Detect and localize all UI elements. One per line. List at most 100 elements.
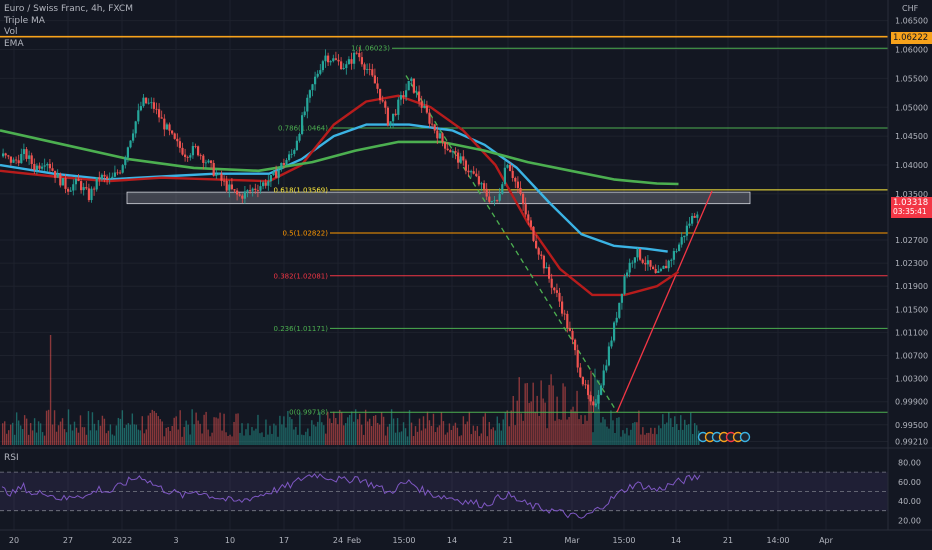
volume-bar [436, 427, 439, 445]
candle-body [186, 156, 189, 158]
volume-bar [33, 418, 36, 445]
volume-bar [434, 432, 437, 445]
volume-bar [362, 434, 365, 445]
candle-body [558, 292, 561, 302]
grid [0, 0, 888, 530]
volume-bar [560, 419, 562, 445]
volume-bar [452, 425, 455, 445]
candle-body [95, 177, 98, 190]
volume-bar [253, 430, 255, 445]
volume-bar [382, 416, 385, 445]
volume-bar [263, 436, 265, 445]
volume-bar [159, 419, 161, 445]
candle-body [680, 237, 683, 245]
volume-bar [578, 419, 580, 445]
candle-body [332, 58, 335, 62]
volume-bar [464, 424, 467, 445]
candle-body [251, 188, 254, 191]
candle-body [444, 142, 447, 149]
volume-bar [458, 436, 461, 445]
volume-bar [418, 418, 421, 445]
volume-bar [347, 417, 349, 445]
time-tick-6: 24 [333, 536, 343, 545]
volume-bar [341, 412, 343, 445]
price-tick-8: 1.02300 [895, 259, 928, 268]
volume-bar [49, 335, 52, 445]
candle-body [194, 146, 197, 147]
candle-body [137, 110, 140, 122]
candle-body [306, 97, 309, 112]
candle-body [100, 174, 103, 179]
chart-title[interactable]: Euro / Swiss Franc, 4h, FXCM [4, 4, 133, 14]
uptrend-line [616, 190, 713, 413]
volume-bar [233, 421, 235, 445]
candle-body [9, 156, 12, 163]
volume-bar [478, 436, 481, 445]
fib-label-2: 0.618(1.03569) [274, 186, 329, 194]
volume-bar [668, 412, 670, 445]
volume-bar [422, 416, 425, 445]
volume-bar [273, 423, 275, 445]
volume-bar [57, 425, 60, 445]
volume-bar [398, 432, 401, 445]
volume-bar [492, 427, 494, 445]
volume-bar [432, 413, 435, 445]
volume-bar [317, 421, 319, 445]
rsi-legend[interactable]: RSI [4, 453, 19, 463]
candle-body [69, 190, 72, 192]
candle-body [264, 182, 267, 186]
volume-bar [87, 411, 90, 445]
candle-body [267, 181, 270, 186]
candle-body [17, 160, 20, 164]
time-tick-2: 2022 [112, 536, 132, 545]
legend-ema[interactable]: EMA [4, 38, 24, 49]
volume-bar [239, 432, 241, 445]
volume-bar [79, 415, 82, 445]
candle-body [631, 262, 634, 264]
candle-body [54, 170, 57, 178]
volume-bar [223, 413, 225, 445]
volume-bar [209, 436, 211, 445]
candle-body [269, 175, 272, 182]
candle-body [584, 384, 587, 386]
candle-body [98, 177, 101, 179]
legend-vol[interactable]: Vol [4, 27, 18, 37]
volume-bar [295, 426, 297, 445]
candle-body [683, 235, 686, 238]
volume-bar [558, 419, 560, 445]
candle-body [376, 83, 379, 89]
trend-lines [405, 75, 713, 413]
fib-label-0: 1(1.06023) [351, 45, 390, 53]
candle-body [459, 156, 462, 163]
candle-body [116, 172, 119, 174]
volume-bar [191, 409, 193, 445]
volume-bar [490, 429, 492, 445]
ma-line-ma_mid [0, 94, 680, 297]
legend-triple-ma[interactable]: Triple MA [4, 15, 45, 26]
candle-body [207, 160, 210, 163]
candle-body [496, 200, 499, 201]
volume-bar [37, 421, 40, 445]
volume-bar [388, 423, 391, 445]
time-tick-4: 10 [225, 536, 235, 545]
volume-bar [5, 433, 8, 445]
candle-body [147, 102, 150, 104]
volume-bar [285, 427, 287, 445]
volume-bar [536, 395, 538, 445]
volume-bar [416, 431, 419, 445]
volume-bar [229, 434, 231, 445]
volume-bar [682, 429, 684, 445]
volume-bar [185, 420, 187, 445]
volume-bar [215, 417, 217, 445]
volume-bar [117, 417, 120, 445]
volume-bar [329, 418, 331, 445]
volume-bar [520, 413, 522, 445]
candle-body [652, 266, 655, 270]
candle-body [363, 64, 366, 70]
rsi-tick-2: 40.00 [898, 497, 921, 506]
volume-bar [187, 424, 189, 445]
candle-body [696, 214, 699, 218]
candle-body [249, 190, 252, 191]
candle-body [678, 244, 681, 251]
